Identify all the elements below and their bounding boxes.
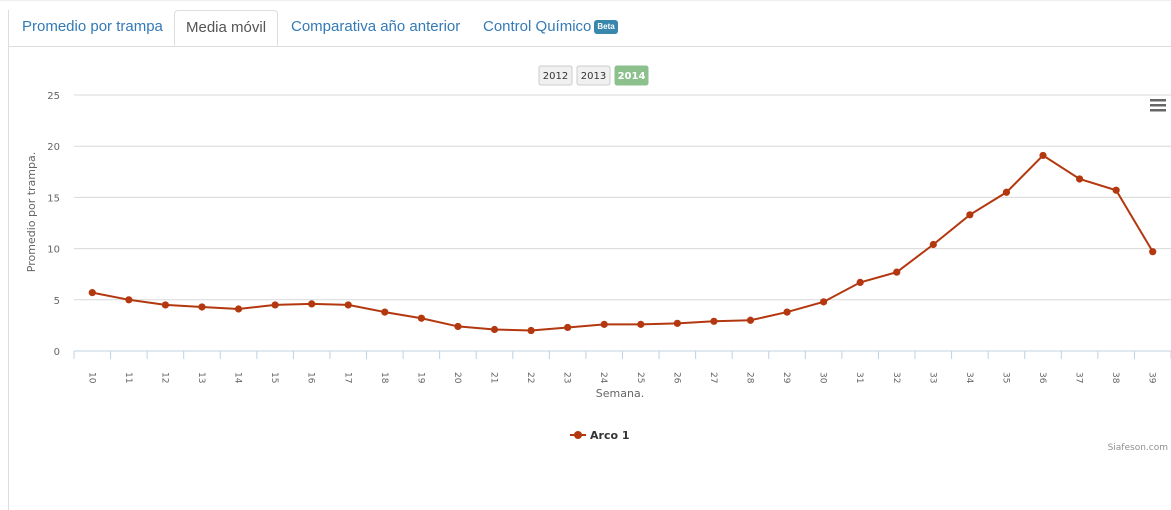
year-button-2014[interactable]: 2014 bbox=[614, 65, 649, 86]
x-tick-label: 15 bbox=[269, 372, 279, 383]
x-axis-title: Semana. bbox=[596, 387, 644, 400]
data-point[interactable] bbox=[490, 325, 499, 334]
line-chart: 2012 2013 2014 0 5 10 15 20 25 10 11 12 13 14 15 16 17… bbox=[25, 65, 1171, 453]
legend[interactable]: Arco 1 bbox=[570, 429, 630, 442]
year-selector: 2012 2013 2014 bbox=[538, 65, 649, 86]
tab-media-movil[interactable]: Media móvil bbox=[174, 10, 279, 46]
data-point[interactable] bbox=[1039, 151, 1047, 160]
y-gridlines bbox=[74, 94, 1171, 301]
chart-credits[interactable]: Siafeson.com bbox=[1108, 443, 1168, 453]
data-point[interactable] bbox=[308, 300, 316, 308]
year-button-label: 2013 bbox=[581, 71, 606, 82]
tab-comparativa-ano-anterior[interactable]: Comparativa año anterior bbox=[291, 10, 460, 46]
data-point[interactable] bbox=[88, 289, 96, 297]
data-point[interactable] bbox=[929, 240, 937, 249]
chart-panel bbox=[8, 10, 1171, 510]
data-point[interactable] bbox=[161, 301, 170, 309]
data-point[interactable] bbox=[564, 323, 572, 332]
tab-bar: Promedio por trampa Media móvil Comparat… bbox=[8, 10, 1171, 47]
x-tick-label: 26 bbox=[671, 372, 681, 384]
data-point[interactable] bbox=[1112, 186, 1120, 194]
x-tick-label: 31 bbox=[854, 372, 864, 383]
x-tick-label: 32 bbox=[891, 372, 901, 383]
data-point[interactable] bbox=[746, 316, 755, 324]
year-button-2012[interactable]: 2012 bbox=[538, 65, 573, 86]
x-axis: 10 11 12 13 14 15 16 17 18 19 20 21 22 23 24 25 26 27 28 29… bbox=[73, 350, 1171, 384]
y-axis: 0 5 10 15 20 25 bbox=[47, 91, 60, 358]
x-tick-label: 16 bbox=[306, 372, 316, 384]
data-point[interactable] bbox=[527, 326, 535, 335]
y-tick-label: 25 bbox=[47, 91, 60, 102]
y-tick-label: 10 bbox=[47, 245, 60, 256]
x-tick-label: 23 bbox=[562, 372, 572, 383]
x-tick-label: 19 bbox=[415, 372, 425, 384]
data-point[interactable] bbox=[1149, 248, 1157, 256]
x-tick-label: 18 bbox=[379, 372, 389, 384]
data-point[interactable] bbox=[344, 301, 352, 309]
x-tick-label: 28 bbox=[744, 372, 754, 384]
tab-promedio-por-trampa[interactable]: Promedio por trampa bbox=[22, 10, 163, 46]
series-arco-1 bbox=[88, 151, 1157, 335]
data-point[interactable] bbox=[710, 317, 718, 325]
x-tick-label: 37 bbox=[1074, 372, 1084, 383]
x-tick-label: 21 bbox=[489, 372, 499, 383]
x-tick-label: 20 bbox=[452, 372, 462, 384]
y-tick-label: 0 bbox=[54, 347, 60, 358]
tab-label: Promedio por trampa bbox=[22, 18, 163, 35]
x-tick-label: 39 bbox=[1147, 372, 1157, 384]
data-point[interactable] bbox=[198, 303, 206, 311]
data-point[interactable] bbox=[417, 314, 425, 322]
year-button-label: 2014 bbox=[618, 71, 646, 82]
data-point[interactable] bbox=[600, 320, 608, 328]
data-point[interactable] bbox=[637, 320, 645, 328]
tab-label: Media móvil bbox=[186, 19, 267, 36]
data-point[interactable] bbox=[820, 298, 828, 306]
x-tick-label: 30 bbox=[818, 372, 828, 384]
x-tick-label: 25 bbox=[635, 372, 645, 383]
x-tick-label: 24 bbox=[598, 372, 608, 384]
data-point[interactable] bbox=[1075, 175, 1084, 183]
y-tick-label: 15 bbox=[47, 193, 60, 204]
x-tick-label: 11 bbox=[123, 372, 133, 383]
hamburger-menu-icon[interactable] bbox=[1146, 94, 1170, 116]
x-tick-label: 10 bbox=[86, 372, 96, 384]
year-button-label: 2012 bbox=[543, 71, 568, 82]
x-tick-label: 22 bbox=[525, 372, 535, 383]
data-point[interactable] bbox=[673, 319, 681, 327]
x-tick-label: 13 bbox=[196, 372, 206, 383]
data-point[interactable] bbox=[1002, 188, 1011, 196]
tab-label: Comparativa año anterior bbox=[291, 18, 461, 35]
beta-badge: Beta bbox=[594, 20, 618, 35]
x-tick-label: 34 bbox=[964, 372, 974, 384]
x-tick-label: 36 bbox=[1037, 372, 1047, 384]
top-divider bbox=[0, 0, 1171, 1]
data-point[interactable] bbox=[271, 301, 279, 309]
x-tick-label: 35 bbox=[1000, 372, 1010, 383]
y-tick-label: 20 bbox=[47, 142, 60, 153]
y-axis-title: Promedio por trampa. bbox=[25, 152, 38, 272]
x-tick-label: 29 bbox=[781, 372, 791, 384]
x-tick-label: 38 bbox=[1110, 372, 1120, 384]
data-point[interactable] bbox=[125, 296, 133, 304]
year-button-2013[interactable]: 2013 bbox=[576, 65, 611, 86]
x-tick-label: 17 bbox=[342, 372, 352, 383]
data-point[interactable] bbox=[381, 308, 389, 316]
data-point[interactable] bbox=[454, 322, 462, 331]
series-line bbox=[92, 154, 1154, 332]
tab-label: Control Químico bbox=[483, 18, 592, 35]
data-point[interactable] bbox=[893, 268, 901, 276]
tab-control-quimico[interactable]: Control Químico Beta bbox=[483, 10, 618, 46]
x-tick-label: 27 bbox=[708, 372, 718, 383]
x-tick-label: 14 bbox=[233, 372, 243, 384]
data-point[interactable] bbox=[783, 308, 791, 316]
legend-label: Arco 1 bbox=[590, 429, 630, 442]
data-point[interactable] bbox=[966, 211, 974, 219]
data-point[interactable] bbox=[234, 305, 243, 313]
x-tick-label: 12 bbox=[159, 372, 169, 383]
x-tick-label: 33 bbox=[927, 372, 937, 383]
data-point[interactable] bbox=[856, 278, 864, 286]
y-tick-label: 5 bbox=[54, 296, 60, 307]
